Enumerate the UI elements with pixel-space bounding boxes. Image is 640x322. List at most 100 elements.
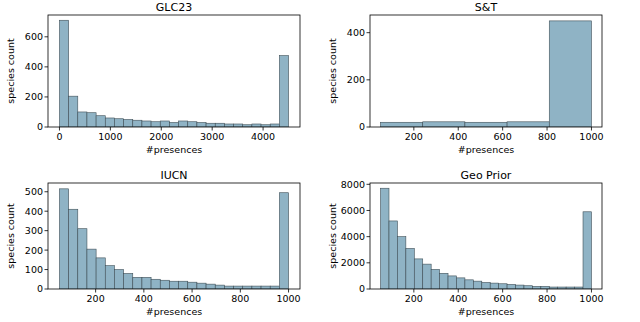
bar [197,122,206,127]
x-tick-label: 600 [494,293,512,304]
bar [583,212,591,289]
x-tick [288,289,289,293]
bar [440,273,448,289]
y-tick-label: 0 [37,283,43,294]
bar [406,248,414,289]
y-tick [367,32,371,33]
x-tick-label: 1000 [98,131,122,142]
x-label: #presences [458,306,514,317]
bar [215,285,224,289]
x-tick [212,127,213,131]
x-tick-label: 0 [56,131,62,142]
x-tick-label: 1000 [579,131,603,142]
y-tick-label: 400 [347,27,365,38]
bar [234,286,243,289]
y-tick-label: 300 [25,225,43,236]
bar [105,118,114,127]
bar [465,280,473,289]
y-tick-label: 200 [347,74,365,85]
x-tick-label: 800 [538,293,556,304]
bar [179,281,188,289]
bar [160,121,169,127]
x-tick [458,289,459,293]
bar [224,124,233,127]
bar [252,286,261,289]
bar [105,266,114,289]
y-tick [45,230,49,231]
x-tick [547,127,548,131]
y-tick-label: 0 [37,121,43,132]
x-tick [143,289,144,293]
x-tick-label: 600 [494,131,512,142]
x-tick [110,127,111,131]
y-label: species count [5,203,16,269]
bar [133,277,142,289]
bar [507,284,515,289]
bar [270,124,279,127]
bar [206,123,215,127]
x-tick-label: 3000 [200,131,224,142]
x-tick [502,289,503,293]
y-tick [45,211,49,212]
x-tick [591,127,592,131]
bar [234,124,243,127]
x-tick-label: 400 [449,131,467,142]
bar [397,237,405,289]
x-tick [591,289,592,293]
x-tick [161,127,162,131]
y-tick-label: 200 [25,245,43,256]
bar [224,286,233,289]
bar [78,229,87,289]
x-tick-label: 2000 [149,131,173,142]
y-tick [367,236,371,237]
y-label: species count [327,38,338,104]
bar [69,209,78,289]
bar [188,122,197,127]
y-tick-label: 500 [25,186,43,197]
bar [87,249,96,289]
bar [431,269,439,289]
bar [142,121,151,127]
title: S&T [475,1,498,14]
y-tick [45,191,49,192]
subplot: 20040060080010000100200300400500IUCN#pre… [5,169,301,317]
bar [261,286,270,289]
x-tick [413,127,414,131]
bar [69,96,78,127]
y-tick [367,210,371,211]
y-tick [45,96,49,97]
y-tick-label: 200 [25,91,43,102]
frame [48,15,300,127]
title: IUCN [160,169,187,182]
bar [59,20,68,127]
bar [96,116,105,127]
x-tick-label: 1000 [579,293,603,304]
y-tick [45,250,49,251]
bar [87,113,96,127]
x-tick [240,289,241,293]
bar [114,119,123,127]
bars [59,20,288,127]
x-tick [413,289,414,293]
x-tick-label: 400 [135,293,153,304]
bar [423,122,465,127]
bar [133,120,142,127]
x-tick [502,127,503,131]
bar [59,189,68,289]
y-label: species count [5,38,16,104]
bar [448,276,456,289]
y-tick [367,127,371,128]
bar [423,264,431,289]
bar [96,258,105,289]
bar [114,270,123,289]
x-tick [95,289,96,293]
bar [215,123,224,127]
bar [142,277,151,289]
x-tick-label: 800 [538,131,556,142]
x-tick-label: 400 [449,293,467,304]
bar [151,122,160,127]
bar [270,286,279,289]
y-tick-label: 600 [25,31,43,42]
y-tick [45,289,49,290]
bar [279,193,288,289]
